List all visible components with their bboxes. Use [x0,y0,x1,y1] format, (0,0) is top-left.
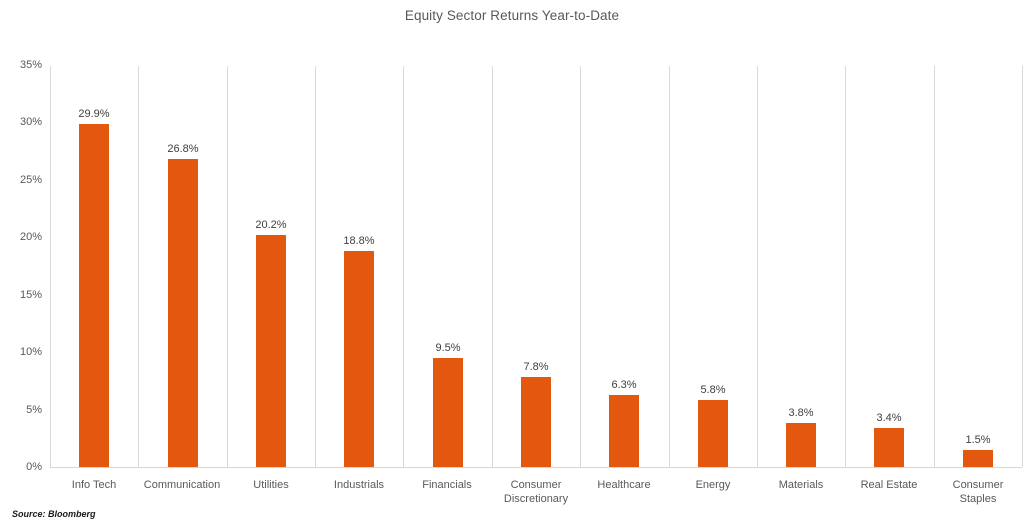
vertical-gridline [138,66,139,467]
x-axis-category-label: Real Estate [860,479,918,491]
bar-value-label: 6.3% [611,379,637,391]
bar-value-label: 20.2% [255,219,287,231]
x-axis-category-label: Communication [143,479,221,491]
y-axis-tick-label: 30% [19,116,42,128]
vertical-gridline [757,66,758,467]
vertical-gridline [50,66,51,467]
bar-info-tech [79,124,109,467]
x-axis-category-label: Consumer Discretionary [503,479,569,505]
y-axis-tick-label: 20% [19,231,42,243]
bar-value-label: 9.5% [435,342,461,354]
vertical-gridline [1022,66,1023,467]
vertical-gridline [227,66,228,467]
chart-title: Equity Sector Returns Year-to-Date [404,8,620,23]
vertical-gridline [403,66,404,467]
bar-materials [786,423,816,467]
bar-value-label: 1.5% [965,434,991,446]
bar-value-label: 5.8% [700,384,726,396]
y-axis-tick-label: 0% [26,461,42,473]
x-axis-category-label: Industrials [333,479,385,491]
bar-consumer-staples [963,450,993,467]
y-axis-tick-label: 25% [19,174,42,186]
x-axis-category-label: Info Tech [71,479,117,491]
bar-utilities [256,235,286,467]
bar-value-label: 29.9% [78,108,110,120]
bar-energy [698,400,728,467]
x-axis-category-label: Healthcare [597,479,651,491]
bar-communication [168,159,198,467]
bar-healthcare [609,395,639,467]
bar-financials [433,358,463,467]
x-axis-category-label: Utilities [253,479,289,491]
bar-value-label: 3.4% [876,412,902,424]
x-axis-category-label: Financials [422,479,472,491]
y-axis-tick-label: 10% [19,346,42,358]
bar-industrials [344,251,374,467]
vertical-gridline [669,66,670,467]
y-axis-tick-label: 35% [19,59,42,71]
bar-value-label: 26.8% [167,143,199,155]
vertical-gridline [580,66,581,467]
source-note: Source: Bloomberg [12,509,96,519]
bar-value-label: 18.8% [343,235,375,247]
x-axis-category-label: Materials [778,479,824,491]
bar-consumer-discretionary [521,377,551,467]
bar-value-label: 3.8% [788,407,814,419]
vertical-gridline [492,66,493,467]
y-axis-tick-label: 15% [19,289,42,301]
y-axis-tick-label: 5% [26,404,42,416]
x-axis-category-label: Consumer Staples [952,479,1004,505]
vertical-gridline [845,66,846,467]
x-axis-category-label: Energy [695,479,731,491]
vertical-gridline [934,66,935,467]
bar-value-label: 7.8% [523,361,549,373]
plot-area: 29.9% 26.8% 20.2% 18.8% 9.5% 7.8% 6.3% 5.8% 3.8%… [50,66,1023,468]
vertical-gridline [315,66,316,467]
bar-real-estate [874,428,904,467]
